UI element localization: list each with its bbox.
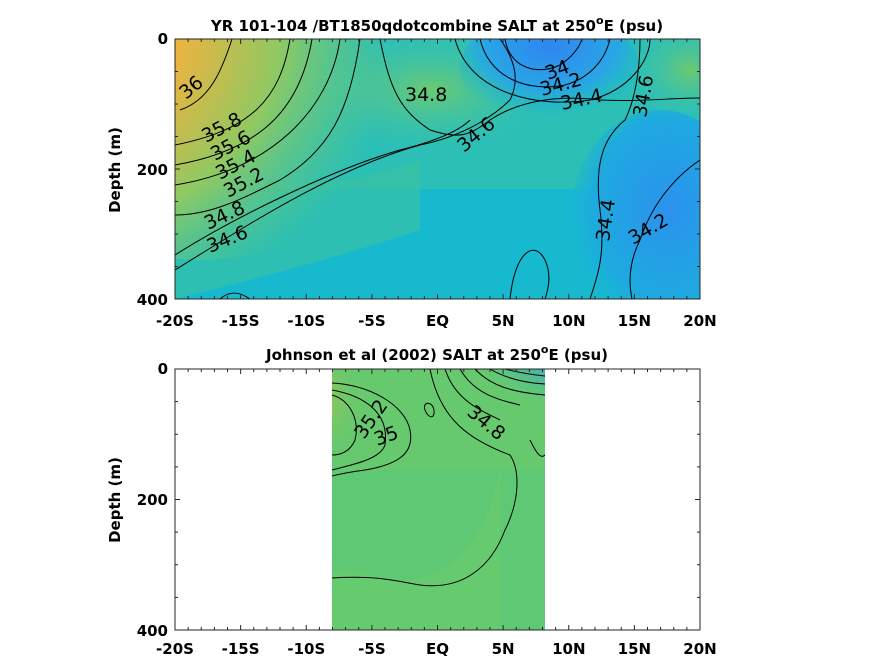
heatmap-field	[332, 369, 545, 630]
x-tick-label: 15N	[618, 312, 651, 330]
x-tick-labels: -20S -15S -10S -5S EQ 5N 10N 15N 20N	[156, 312, 717, 330]
y-tick-label: 200	[137, 491, 168, 509]
x-tick-label: 10N	[552, 312, 585, 330]
y-axis-label: Depth (m)	[106, 457, 124, 543]
x-tick-label: 20N	[683, 640, 716, 656]
axis-ticks	[174, 368, 701, 631]
x-tick-label: 20N	[683, 312, 716, 330]
chart-title: Johnson et al (2002) SALT at 250oE (psu)	[265, 343, 608, 364]
x-tick-label: 15N	[618, 640, 651, 656]
y-tick-label: 200	[137, 161, 168, 179]
x-tick-label: -20S	[156, 640, 194, 656]
x-tick-label: -15S	[222, 312, 260, 330]
y-tick-label: 0	[158, 360, 168, 378]
x-tick-label: 5N	[492, 640, 515, 656]
x-tick-label: -10S	[287, 640, 325, 656]
panel-top: YR 101-104 /BT1850qdotcombine SALT at 25…	[106, 14, 717, 330]
y-axis-label: Depth (m)	[106, 127, 124, 213]
x-tick-label: -5S	[358, 640, 385, 656]
x-tick-label: EQ	[426, 312, 449, 330]
axis-ticks	[174, 38, 701, 300]
x-tick-label: -5S	[358, 312, 385, 330]
heatmap-field	[175, 39, 700, 299]
x-tick-label: -15S	[222, 640, 260, 656]
contour-label: 34.8	[405, 84, 447, 106]
panel-bottom: Johnson et al (2002) SALT at 250oE (psu)…	[106, 343, 717, 656]
x-tick-label: EQ	[426, 640, 449, 656]
contour-lines	[175, 39, 700, 299]
y-tick-labels: 0 200 400	[137, 30, 168, 309]
chart-title: YR 101-104 /BT1850qdotcombine SALT at 25…	[210, 14, 663, 35]
x-tick-label: -20S	[156, 312, 194, 330]
contour-lines	[332, 369, 545, 587]
y-tick-label: 0	[158, 30, 168, 48]
x-tick-labels: -20S -15S -10S -5S EQ 5N 10N 15N 20N	[156, 640, 717, 656]
y-tick-label: 400	[137, 291, 168, 309]
y-tick-label: 400	[137, 622, 168, 640]
y-tick-labels: 0 200 400	[137, 360, 168, 640]
x-tick-label: 10N	[552, 640, 585, 656]
x-tick-label: -10S	[287, 312, 325, 330]
x-tick-label: 5N	[492, 312, 515, 330]
